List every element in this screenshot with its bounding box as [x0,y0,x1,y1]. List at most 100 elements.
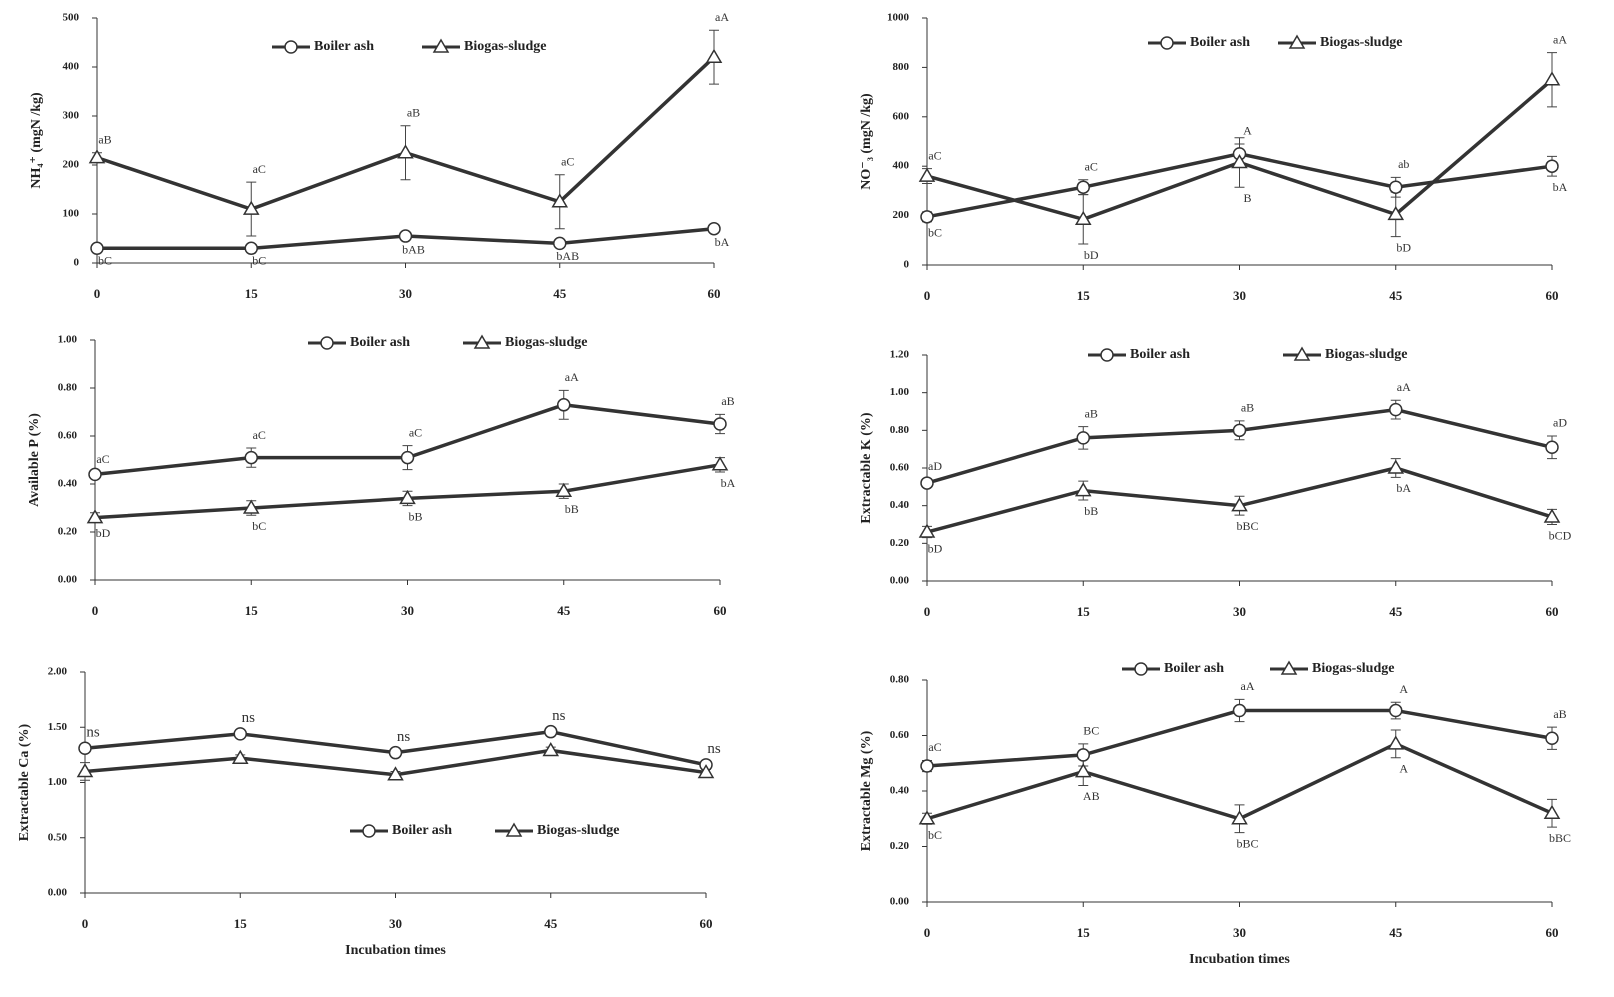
marker [555,482,573,497]
x-tick-label: 0 [92,603,99,618]
data-annotation: ab [1398,157,1409,171]
legend-label: Boiler ash [1130,347,1190,362]
x-tick-label: 15 [1077,604,1091,619]
marker [1387,459,1405,474]
marker [1231,497,1248,512]
legend-label: Boiler ash [314,39,374,54]
legend-label: Biogas-sludge [1312,661,1394,676]
data-annotation: bAB [402,242,425,256]
marker [1074,763,1092,778]
data-annotation: bA [721,476,736,490]
y-tick-label: 600 [893,110,910,122]
marker [388,745,403,760]
legend-marker [473,334,491,349]
x-tick-label: 15 [234,916,248,931]
y-axis-label: Available P (%) [27,413,42,507]
x-axis-label: Incubation times [345,943,446,958]
marker [705,48,723,63]
x-tick-label: 45 [1389,604,1403,619]
marker [244,241,258,256]
marker [1232,423,1247,438]
data-annotation: aB [407,106,420,120]
data-annotation: bC [252,254,266,268]
marker [1232,703,1247,718]
data-annotation: aC [409,425,422,439]
data-annotation: aB [98,133,111,147]
marker [1389,180,1403,194]
marker [707,221,721,236]
y-tick-label: 0.80 [890,424,910,436]
data-annotation: aB [1553,707,1566,721]
marker [918,167,936,182]
y-tick-label: 0.20 [58,526,78,538]
marker [553,236,567,251]
marker [86,509,104,524]
panel: 0.00 0.20 0.40 0.60 0.80 1.00 1.20 0 15 30 45 60 Ext… [859,346,1572,619]
marker [713,417,727,431]
y-tick-label: 0.40 [890,499,910,511]
marker [1545,440,1559,455]
x-tick-label: 60 [1546,604,1559,619]
marker [1074,482,1092,497]
x-tick-label: 45 [1389,288,1403,303]
y-tick-label: 0.40 [58,478,78,490]
panel: 0.00 0.50 1.00 1.50 2.00 0 15 30 45 60 Extractable… [17,666,721,959]
data-annotation: aC [928,148,941,162]
x-tick-label: 45 [544,916,558,931]
data-annotation: aA [1553,32,1567,46]
x-tick-label: 30 [401,603,414,618]
data-annotation: ns [397,729,411,745]
marker [551,193,569,208]
marker [711,456,729,471]
y-tick-label: 300 [63,110,80,122]
x-tick-label: 60 [714,603,727,618]
marker [387,766,404,781]
data-annotation: A [1399,761,1408,775]
data-annotation: A [1243,124,1252,138]
marker [398,229,413,243]
data-annotation: bD [1396,240,1411,254]
y-tick-label: 1.00 [58,334,78,346]
marker [88,467,102,482]
y-tick-label: 0.80 [890,674,910,686]
data-annotation: aA [1397,380,1411,394]
y-tick-label: 1.00 [890,386,910,398]
data-annotation: bD [1084,248,1099,262]
x-tick-label: 60 [708,286,721,301]
data-annotation: aB [1241,401,1254,415]
marker [1543,71,1561,86]
legend-label: Biogas-sludge [1325,347,1407,362]
y-tick-label: 0.60 [890,729,910,741]
y-tick-label: 800 [893,61,910,73]
marker [90,241,104,256]
data-annotation: BC [1083,724,1099,738]
legend-marker [284,40,298,54]
x-tick-label: 30 [1233,604,1246,619]
y-tick-label: 200 [893,209,910,221]
data-annotation: ns [86,724,100,740]
y-tick-label: 400 [893,160,910,172]
y-tick-label: 400 [63,61,80,73]
legend-marker [362,824,376,838]
data-annotation: aD [928,459,942,473]
panel: 0.00 0.20 0.40 0.60 0.80 1.00 0 15 30 45 60 Availab… [27,334,735,618]
data-annotation: aA [1241,679,1255,693]
legend-marker [1160,36,1174,50]
y-tick-label: 0.00 [48,887,68,899]
x-tick-label: 0 [924,925,931,940]
marker [544,724,558,739]
y-tick-label: 1000 [887,12,910,24]
data-annotation: bB [565,502,579,516]
marker [1543,508,1561,523]
y-tick-label: 100 [63,208,80,220]
x-tick-label: 45 [553,286,567,301]
legend-label: Boiler ash [1164,661,1224,676]
data-annotation: bA [1396,481,1411,495]
data-annotation: aC [928,740,941,754]
marker [1389,402,1403,417]
data-annotation: bBC [1236,836,1258,850]
panel: 0.00 0.20 0.40 0.60 0.80 0 15 30 45 60 Extractable… [859,660,1571,967]
data-annotation: bAB [556,249,579,263]
y-axis-label: NH₄⁺ (mgN /kg) [29,92,44,189]
